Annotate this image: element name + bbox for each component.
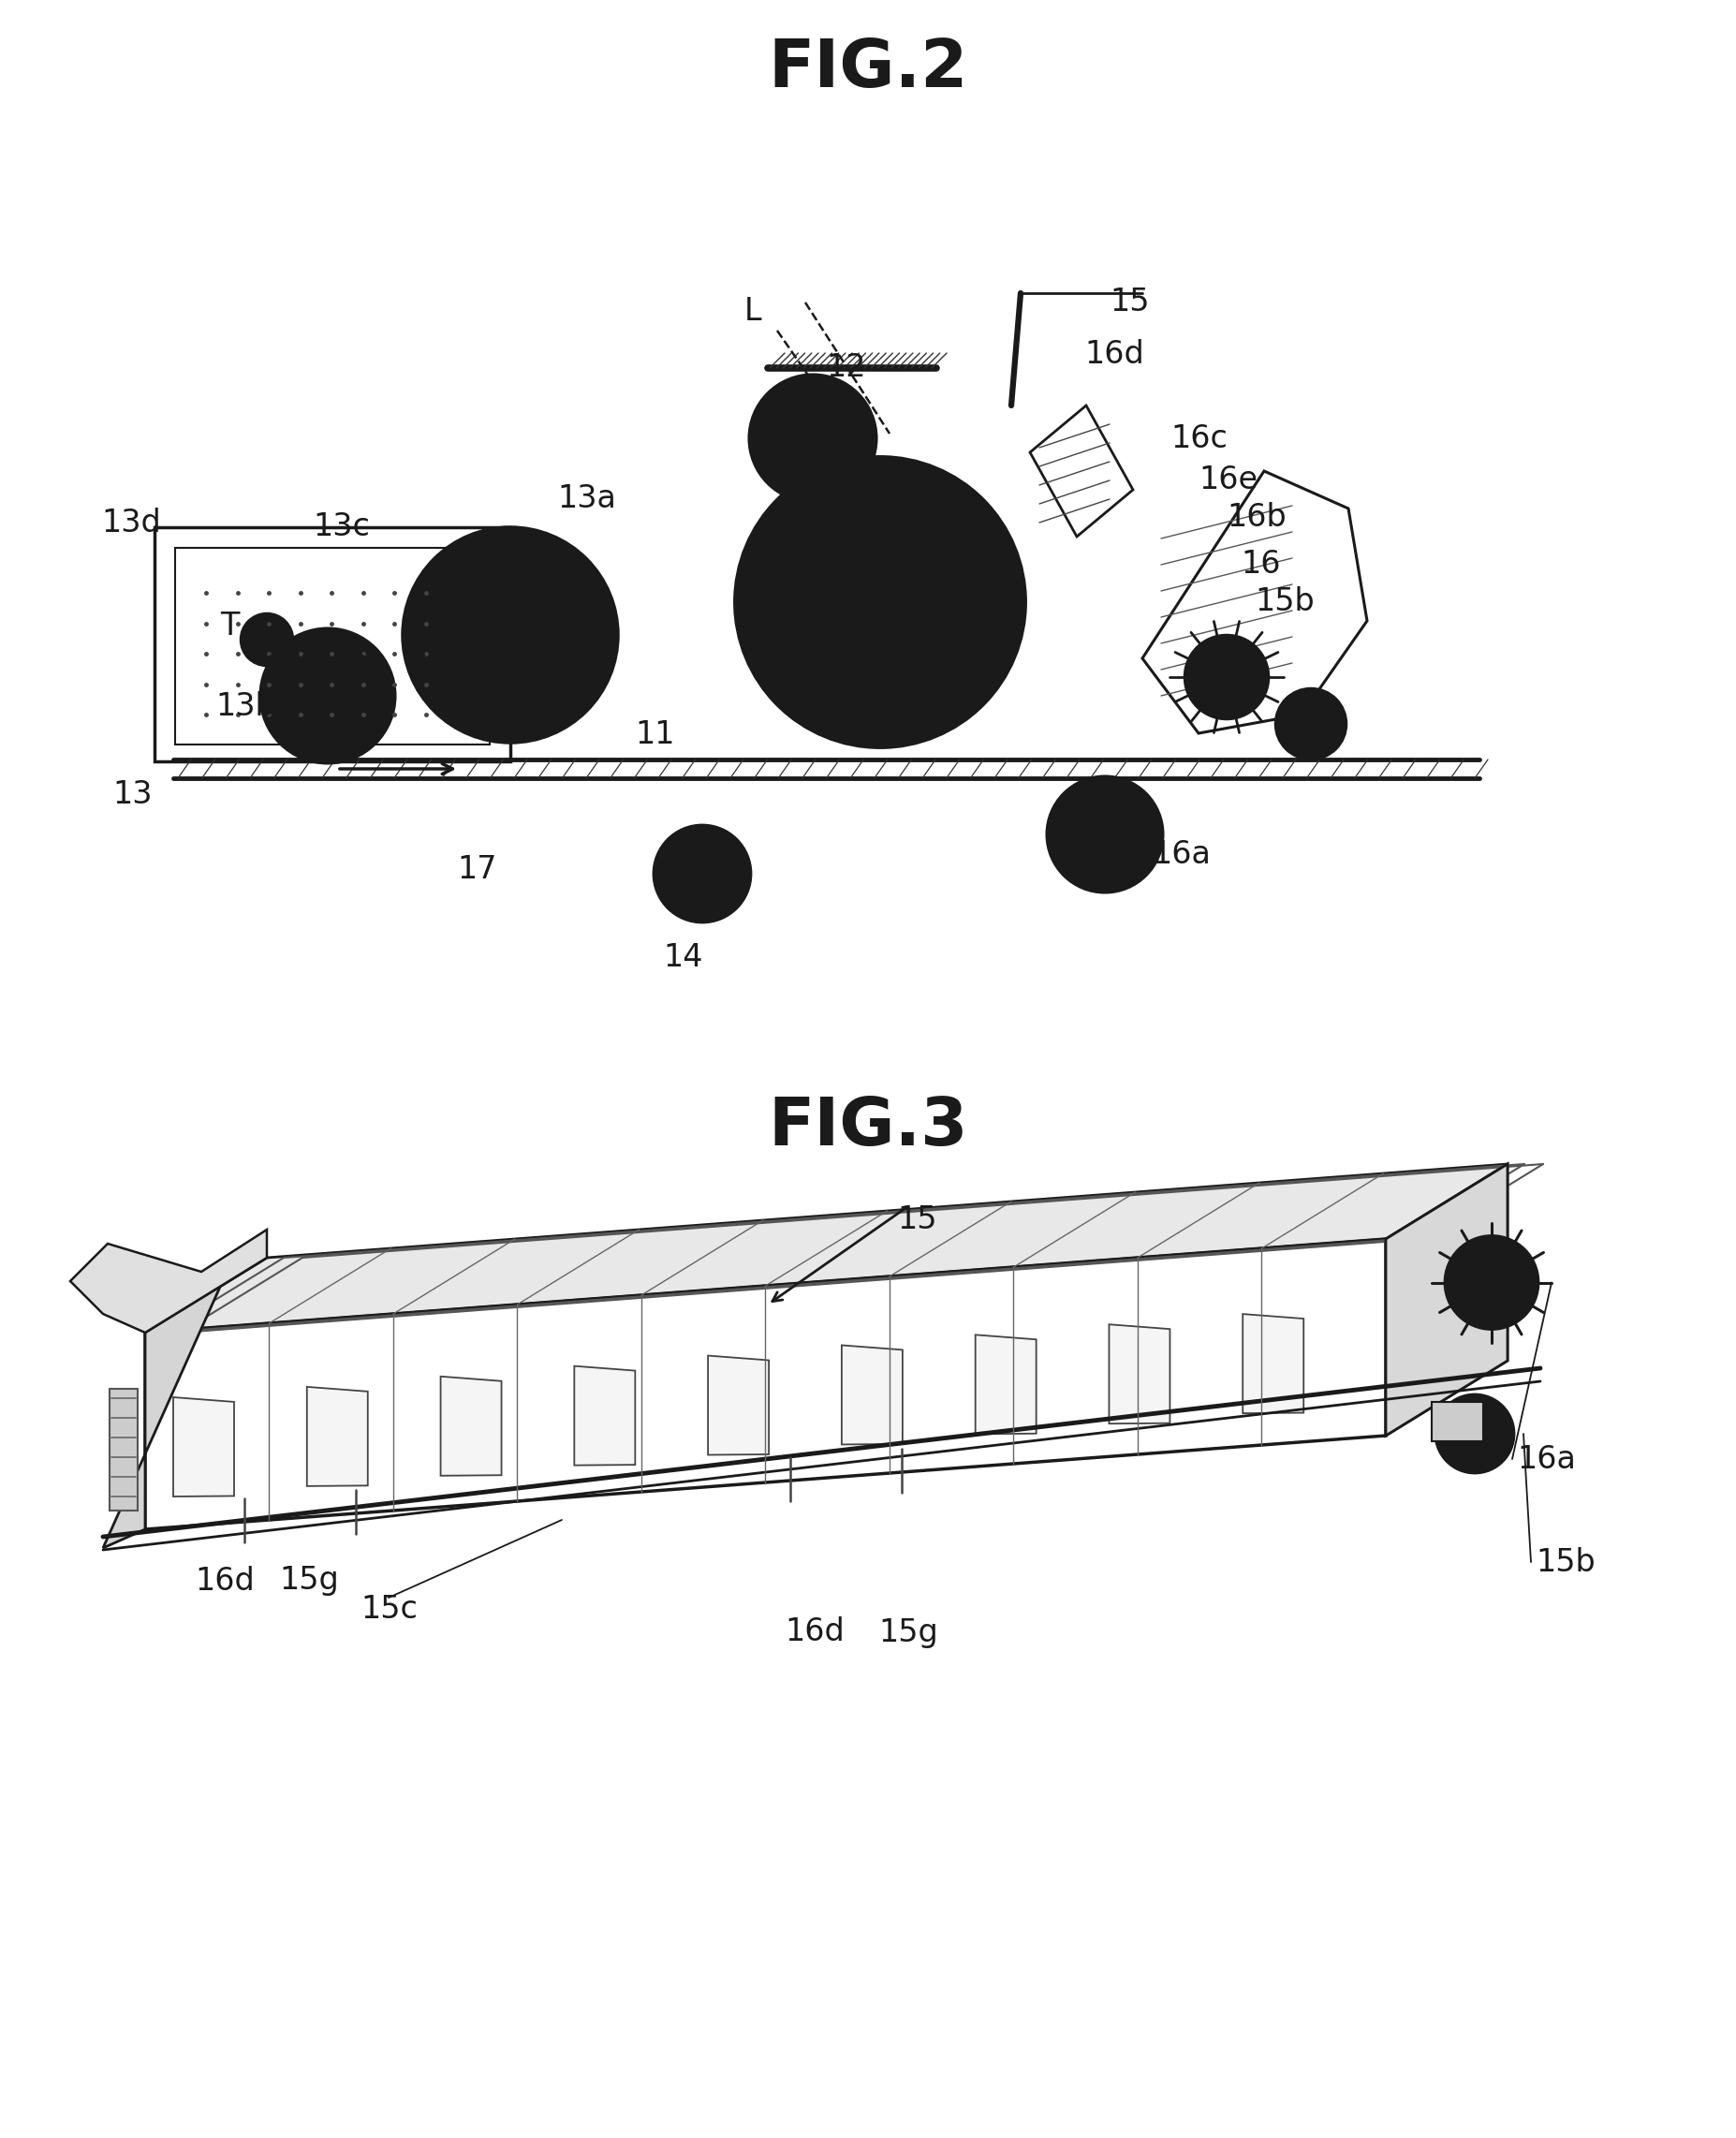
Text: 13a: 13a (557, 483, 616, 515)
Polygon shape (1385, 1163, 1507, 1435)
Text: 16: 16 (1241, 549, 1281, 579)
Circle shape (260, 629, 396, 763)
Text: 15: 15 (1109, 286, 1149, 319)
Text: 16e: 16e (1198, 464, 1257, 496)
Text: 15b: 15b (1255, 586, 1314, 618)
Text: 15a: 15a (955, 633, 1014, 665)
Polygon shape (1029, 406, 1134, 537)
Text: 13: 13 (113, 778, 153, 810)
Polygon shape (307, 1388, 368, 1486)
Bar (109, 1390, 137, 1512)
Bar (155, 528, 510, 761)
Polygon shape (1109, 1323, 1170, 1424)
Circle shape (1276, 688, 1347, 759)
Text: 16b: 16b (1227, 502, 1286, 532)
Text: 17: 17 (458, 853, 498, 885)
Polygon shape (441, 1377, 502, 1475)
Text: 16a: 16a (1517, 1443, 1576, 1475)
Bar (175, 547, 490, 744)
Text: 11: 11 (635, 721, 675, 750)
Text: 15b: 15b (1536, 1546, 1595, 1578)
Polygon shape (1385, 1163, 1507, 1435)
Polygon shape (842, 1345, 903, 1445)
Polygon shape (102, 1257, 267, 1548)
Text: 16d: 16d (194, 1565, 255, 1597)
Text: 16d: 16d (1085, 338, 1144, 370)
Circle shape (1444, 1236, 1538, 1330)
Text: 16a: 16a (1151, 840, 1210, 870)
Text: T: T (220, 609, 240, 641)
Text: 15g: 15g (279, 1565, 339, 1597)
Text: L: L (745, 297, 762, 327)
Text: 13c: 13c (312, 511, 370, 543)
Circle shape (1436, 1394, 1514, 1473)
Circle shape (1198, 650, 1255, 706)
Text: 12: 12 (826, 353, 866, 383)
Text: 16d: 16d (785, 1616, 844, 1648)
Polygon shape (1243, 1315, 1304, 1413)
Circle shape (748, 374, 877, 502)
Polygon shape (69, 1229, 267, 1332)
Polygon shape (708, 1355, 769, 1454)
Polygon shape (575, 1366, 635, 1465)
Polygon shape (146, 1240, 1385, 1529)
Circle shape (653, 825, 752, 921)
Text: 15g: 15g (878, 1616, 937, 1648)
Circle shape (1453, 1411, 1496, 1456)
Circle shape (734, 458, 1026, 748)
Text: 15c: 15c (361, 1593, 417, 1625)
Bar (1432, 1403, 1483, 1441)
Text: 13d: 13d (101, 507, 161, 539)
Circle shape (403, 528, 618, 742)
Text: 13b: 13b (215, 691, 274, 723)
Text: FIG.3: FIG.3 (767, 1095, 969, 1159)
Circle shape (1047, 776, 1163, 892)
Text: FIG.2: FIG.2 (767, 36, 969, 100)
Polygon shape (1142, 470, 1366, 733)
Polygon shape (174, 1398, 234, 1497)
Text: 14: 14 (663, 943, 703, 973)
Circle shape (1465, 1257, 1517, 1308)
Circle shape (1184, 635, 1269, 718)
Text: 15: 15 (898, 1206, 937, 1236)
Polygon shape (146, 1163, 1507, 1332)
Text: 16c: 16c (1170, 423, 1227, 453)
Polygon shape (976, 1334, 1036, 1435)
Circle shape (241, 614, 293, 665)
